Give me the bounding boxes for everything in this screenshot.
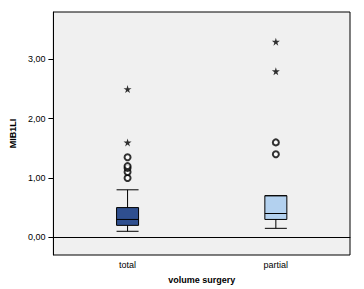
svg-text:2,00: 2,00	[28, 114, 46, 124]
svg-text:1,00: 1,00	[28, 173, 46, 183]
svg-text:3,00: 3,00	[28, 54, 46, 64]
svg-text:total: total	[119, 260, 136, 270]
svg-text:MIB1LI: MIB1LI	[8, 119, 18, 149]
svg-text:partial: partial	[264, 260, 289, 270]
svg-text:volume surgery: volume surgery	[168, 275, 235, 285]
svg-text:0,00: 0,00	[28, 232, 46, 242]
